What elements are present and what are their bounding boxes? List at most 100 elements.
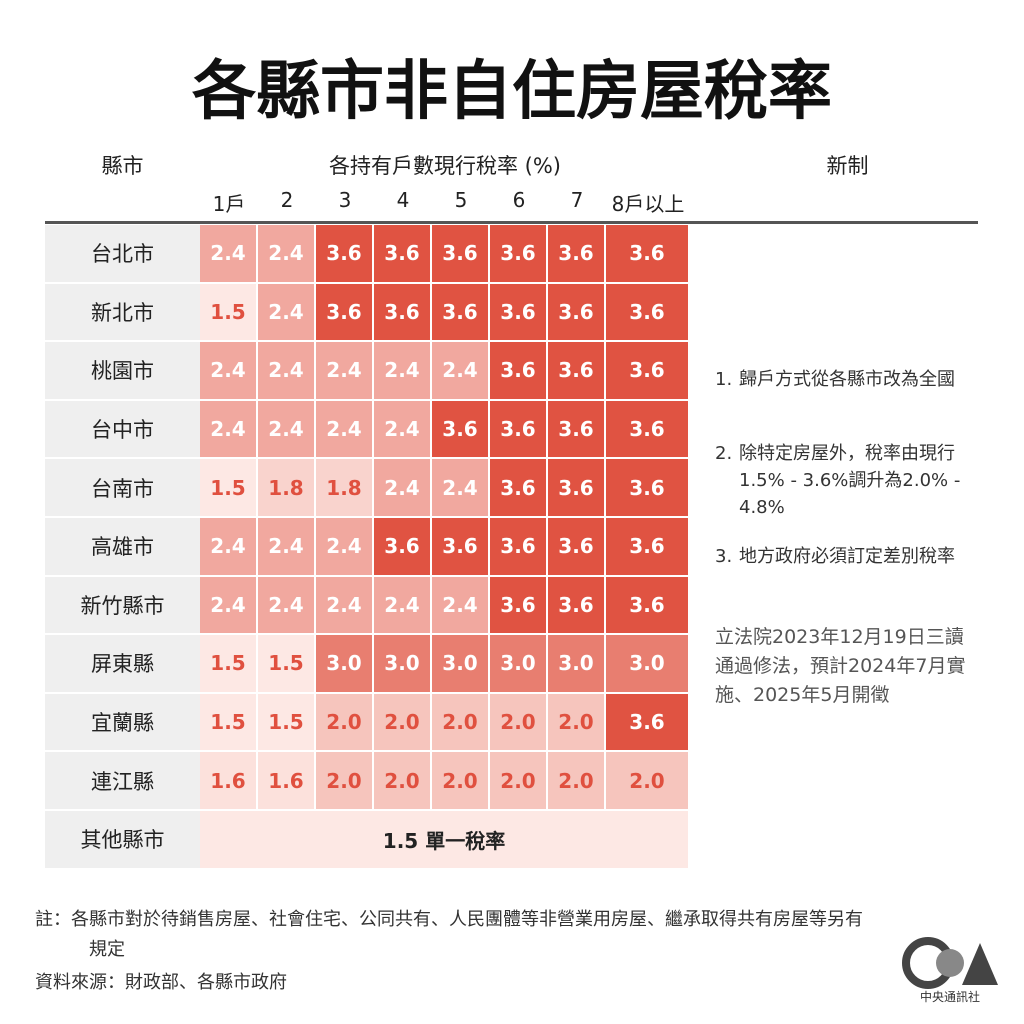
row-label: 屏東縣 <box>45 635 200 694</box>
row-label: 連江縣 <box>45 752 200 811</box>
rate-cell: 3.6 <box>432 518 490 577</box>
rate-cell: 2.0 <box>548 693 606 753</box>
rate-cell: 2.0 <box>432 752 490 811</box>
rate-cell: 3.0 <box>374 635 432 694</box>
rate-cell: 2.4 <box>258 342 316 401</box>
note-number: 3. <box>715 546 733 567</box>
rate-cell: 3.6 <box>316 225 374 284</box>
rate-cell: 3.6 <box>490 342 548 401</box>
column-label: 5 <box>454 188 468 212</box>
rate-cell: 1.5 <box>200 283 258 343</box>
rate-cell: 3.0 <box>490 635 548 694</box>
row-label: 宜蘭縣 <box>45 693 200 753</box>
rate-cell: 3.6 <box>606 225 690 284</box>
row-label: 其他縣市 <box>45 811 200 870</box>
rate-cell: 2.0 <box>374 752 432 811</box>
rate-cell: 2.0 <box>606 752 690 811</box>
rate-header: 各持有戶數現行稅率 (%) <box>328 154 561 178</box>
note-text: 除特定房屋外，稅率由現行1.5% - 3.6%調升為2.0% - 4.8% <box>739 443 961 518</box>
legislation: 立法院2023年12月19日三讀通過修法，預計2024年7月實施、2025年5月… <box>715 626 966 706</box>
rate-cell: 2.4 <box>316 518 374 577</box>
rate-cell: 3.6 <box>606 459 690 518</box>
rate-cell: 2.4 <box>200 400 258 460</box>
rate-cell: 1.5 <box>200 459 258 518</box>
rate-cell: 3.6 <box>606 576 690 636</box>
note-number: 2. <box>715 443 733 464</box>
rate-cell: 3.6 <box>606 693 690 753</box>
rate-cell: 3.6 <box>374 518 432 577</box>
rate-cell: 1.6 <box>258 752 316 811</box>
rate-cell: 3.6 <box>548 342 606 401</box>
rate-cell: 3.6 <box>490 518 548 577</box>
rate-cell: 2.4 <box>374 342 432 401</box>
rate-cell: 3.0 <box>606 635 690 694</box>
rate-cell: 3.0 <box>548 635 606 694</box>
title: 各縣市非自住房屋稅率 <box>192 55 832 129</box>
note: 1. 歸戶方式從各縣市改為全國 <box>715 366 970 393</box>
rate-cell: 3.6 <box>490 576 548 636</box>
rate-cell: 3.6 <box>316 283 374 343</box>
rate-cell: 1.6 <box>200 752 258 811</box>
rate-cell: 3.6 <box>374 225 432 284</box>
new-header: 新制 <box>826 154 869 178</box>
rate-cell: 2.0 <box>432 693 490 753</box>
rate-cell: 2.4 <box>258 283 316 343</box>
rate-cell: 1.5 <box>258 635 316 694</box>
note-text: 歸戶方式從各縣市改為全國 <box>739 369 955 390</box>
rate-cell: 2.4 <box>374 400 432 460</box>
rate-cell: 2.4 <box>258 576 316 636</box>
rate-cell: 2.4 <box>374 576 432 636</box>
rate-cell: 2.4 <box>258 225 316 284</box>
rate-cell: 3.6 <box>548 400 606 460</box>
label-header: 縣市 <box>101 154 144 178</box>
rate-cell: 1.8 <box>258 459 316 518</box>
rate-cell: 3.6 <box>548 518 606 577</box>
rate-cell: 1.8 <box>316 459 374 518</box>
rate-cell: 2.4 <box>432 459 490 518</box>
rate-cell: 3.6 <box>606 283 690 343</box>
rate-cell: 3.6 <box>548 576 606 636</box>
rate-cell: 2.4 <box>200 576 258 636</box>
rate-cell: 2.4 <box>316 400 374 460</box>
header-rule <box>45 221 978 224</box>
rate-cell: 2.4 <box>200 225 258 284</box>
footnote: 註：各縣市對於待銷售房屋、社會住宅、公同共有、人民團體等非營業用房屋、繼承取得共… <box>35 909 863 960</box>
rate-cell: 3.6 <box>606 518 690 577</box>
rate-cell: 3.6 <box>432 400 490 460</box>
rate-cell: 3.6 <box>374 283 432 343</box>
note-number: 1. <box>715 369 733 390</box>
rate-cell: 2.4 <box>432 342 490 401</box>
rate-cell: 3.6 <box>490 400 548 460</box>
note: 2. 除特定房屋外，稅率由現行1.5% - 3.6%調升為2.0% - 4.8% <box>715 440 970 521</box>
rate-cell: 2.4 <box>316 576 374 636</box>
rate-cell: 3.6 <box>432 283 490 343</box>
column-label: 2 <box>280 188 294 212</box>
rate-cell: 3.0 <box>432 635 490 694</box>
rate-cell: 3.6 <box>548 225 606 284</box>
column-label: 1戶 <box>212 192 246 216</box>
rate-cell: 3.0 <box>316 635 374 694</box>
row-label: 新竹縣市 <box>45 576 200 636</box>
rate-cell: 2.4 <box>316 342 374 401</box>
row-label: 高雄市 <box>45 518 200 577</box>
rate-cell: 2.4 <box>432 576 490 636</box>
rate-cell: 3.6 <box>490 225 548 284</box>
source: 資料來源：財政部、各縣市政府 <box>35 972 287 993</box>
rate-cell: 2.0 <box>490 693 548 753</box>
rate-cell: 2.4 <box>200 518 258 577</box>
logo-text: 中央通訊社 <box>920 989 980 1004</box>
rate-cell: 3.6 <box>432 225 490 284</box>
note: 3. 地方政府必須訂定差別稅率 <box>715 543 970 570</box>
logo: 中央通訊社 <box>902 937 998 1004</box>
column-label: 3 <box>338 188 352 212</box>
rate-cell: 2.4 <box>258 400 316 460</box>
rate-cell: 2.0 <box>374 693 432 753</box>
column-label: 7 <box>570 188 584 212</box>
rate-cell: 1.5 <box>200 693 258 753</box>
note-text: 地方政府必須訂定差別稅率 <box>739 546 955 567</box>
rate-cell: 2.4 <box>258 518 316 577</box>
column-label: 4 <box>396 188 410 212</box>
rate-cell: 3.6 <box>548 459 606 518</box>
rate-cell: 2.0 <box>490 752 548 811</box>
rate-cell: 3.6 <box>490 283 548 343</box>
